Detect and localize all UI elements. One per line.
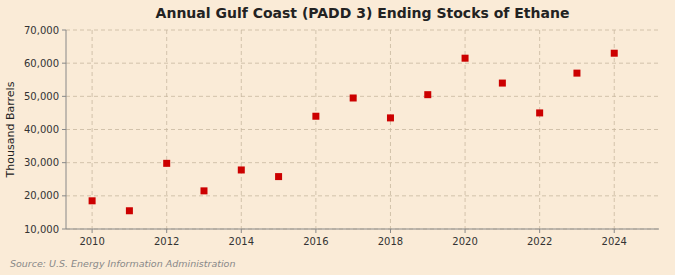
x-grid-line [166, 30, 167, 229]
x-axis-line [66, 229, 659, 230]
x-tick-label: 2016 [303, 236, 328, 247]
point [536, 109, 543, 116]
y-tick-label: 50,000 [24, 91, 59, 102]
grid [66, 30, 659, 229]
x-tick [166, 229, 167, 233]
y-tick-label: 60,000 [24, 58, 59, 69]
point [611, 50, 618, 57]
points [89, 50, 618, 215]
y-grid-line [66, 162, 659, 163]
x-tick [390, 229, 391, 233]
point [573, 70, 580, 77]
y-tick-label: 40,000 [24, 124, 59, 135]
point [89, 197, 96, 204]
y-tick-label: 70,000 [24, 25, 59, 36]
background [0, 0, 675, 275]
x-tick-label: 2022 [527, 236, 552, 247]
x-grid-line [539, 30, 540, 229]
x-tick-label: 2010 [79, 236, 104, 247]
y-tick [62, 30, 66, 31]
point [275, 173, 282, 180]
y-tick [62, 195, 66, 196]
y-tick [62, 63, 66, 64]
point [163, 160, 170, 167]
y-grid-line [66, 129, 659, 130]
y-tick [62, 96, 66, 97]
point [462, 55, 469, 62]
x-tick [315, 229, 316, 233]
point [350, 94, 357, 101]
point [238, 166, 245, 173]
chart: Annual Gulf Coast (PADD 3) Ending Stocks… [0, 0, 675, 275]
point [424, 91, 431, 98]
x-tick [465, 229, 466, 233]
point [499, 80, 506, 87]
y-tick-label: 10,000 [24, 224, 59, 235]
x-tick [614, 229, 615, 233]
point [126, 207, 133, 214]
x-tick [539, 229, 540, 233]
x-tick-label: 2018 [378, 236, 403, 247]
x-grid-line [241, 30, 242, 229]
point [387, 114, 394, 121]
x-grid-line [390, 30, 391, 229]
x-tick [92, 229, 93, 233]
point [312, 113, 319, 120]
y-grid-line [66, 229, 659, 230]
point [200, 187, 207, 194]
y-axis-label: Thousand Barrels [4, 81, 17, 178]
y-axis-line [66, 30, 67, 229]
x-grid-line [614, 30, 615, 229]
y-tick-label: 20,000 [24, 190, 59, 201]
x-tick-label: 2024 [602, 236, 627, 247]
y-grid-line [66, 63, 659, 64]
y-grid-line [66, 96, 659, 97]
y-tick [62, 229, 66, 230]
x-tick-label: 2012 [154, 236, 179, 247]
source: Source: U.S. Energy Information Administ… [10, 258, 235, 269]
x-tick-label: 2014 [229, 236, 254, 247]
title: Annual Gulf Coast (PADD 3) Ending Stocks… [156, 5, 570, 21]
y-grid-line [66, 30, 659, 31]
y-grid-line [66, 195, 659, 196]
axes: 10,000 20,000 30,000 40,000 50,000 60,000 70,0… [24, 25, 659, 248]
y-tick [62, 162, 66, 163]
y-tick-label: 30,000 [24, 157, 59, 168]
x-grid-line [315, 30, 316, 229]
x-tick [241, 229, 242, 233]
x-tick-label: 2020 [452, 236, 477, 247]
y-tick [62, 129, 66, 130]
